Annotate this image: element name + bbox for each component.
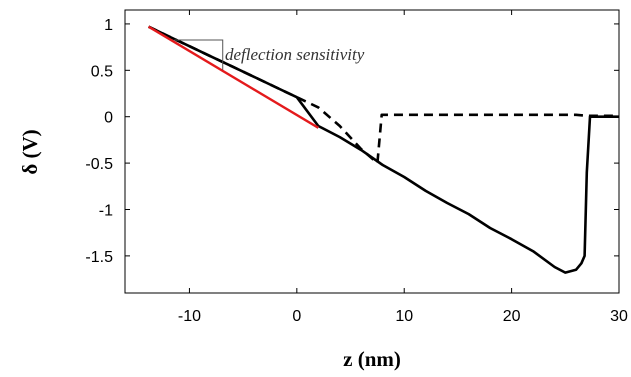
y-tick-label: -1	[99, 202, 113, 219]
y-axis-title: δ (V)	[18, 129, 42, 174]
y-tick-label: 0.5	[91, 63, 113, 80]
y-tick-label: 1	[104, 17, 113, 34]
annotation-group: deflection sensitivity	[174, 39, 365, 70]
plot-area-frame	[124, 9, 620, 294]
x-axis-title: z (nm)	[343, 347, 401, 371]
x-tick-label: 20	[503, 308, 521, 325]
series-group	[147, 25, 619, 274]
x-tick-label: 10	[395, 308, 413, 325]
x-tick-label: 0	[292, 308, 301, 325]
annotation-bracket	[174, 39, 224, 70]
y-tick-label: -0.5	[85, 156, 113, 173]
y-tick-label: -1.5	[85, 249, 113, 266]
series-retract-solid	[148, 25, 619, 274]
ticks-group: -10 0 10 20 30 1 0.5 0 -0.5 -1 -1.5	[85, 10, 628, 325]
x-tick-label: -10	[178, 308, 201, 325]
x-tick-label: 30	[610, 308, 628, 325]
series-fit-line	[147, 25, 319, 129]
annotation-text: deflection sensitivity	[225, 45, 365, 64]
series-approach-dashed	[148, 25, 619, 165]
y-tick-label: 0	[104, 110, 113, 127]
